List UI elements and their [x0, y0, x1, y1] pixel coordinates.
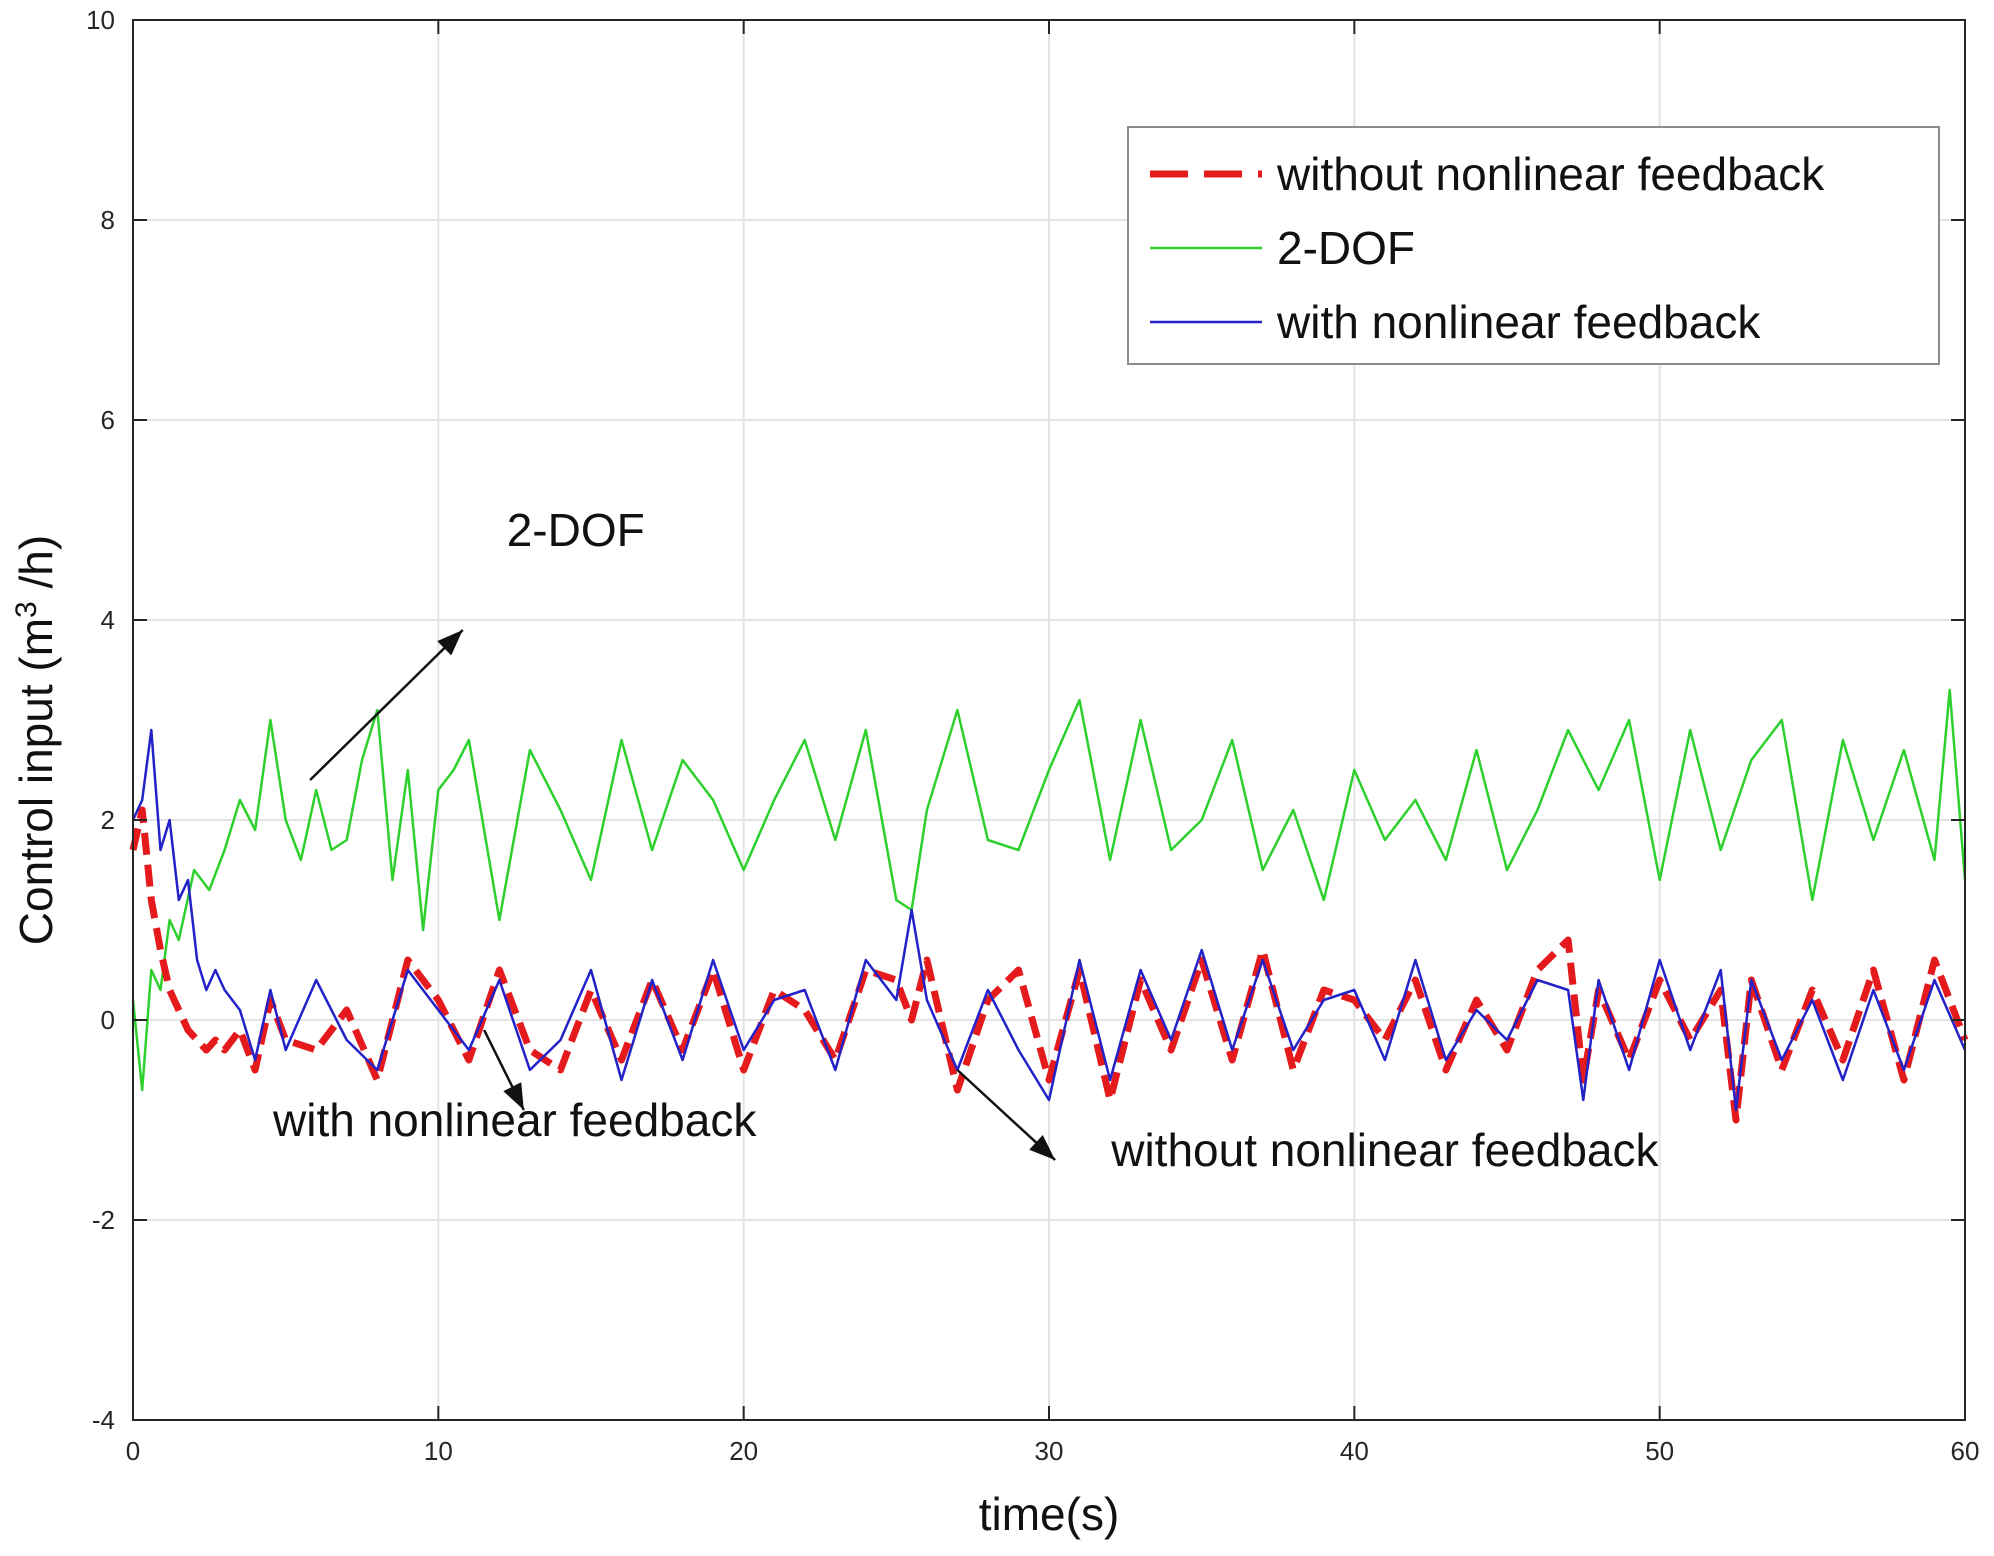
- axis-ticks: 0 10 20 30 40 50 60 -4 -2 0 2 4 6 8 10: [86, 5, 1979, 1466]
- y-axis-label-tail: /h): [10, 535, 62, 601]
- x-tick-label: 50: [1645, 1436, 1674, 1466]
- y-axis-label-superscript: 3: [10, 601, 43, 618]
- annotation-arrow-head: [437, 630, 463, 656]
- x-tick-label: 10: [424, 1436, 453, 1466]
- series-line-2-dof: [131, 688, 1967, 1092]
- x-tick-label: 0: [126, 1436, 140, 1466]
- annotation-label: with nonlinear feedback: [272, 1094, 757, 1146]
- x-axis-label: time(s): [979, 1488, 1120, 1540]
- y-axis-label: Control input (m3 /h): [10, 535, 63, 945]
- series-line-without-nonlinear-feedback: [129, 806, 1969, 1124]
- annotation-label: without nonlinear feedback: [1110, 1124, 1659, 1176]
- y-tick-label: 10: [86, 5, 115, 35]
- y-tick-label: 4: [101, 605, 115, 635]
- legend-label: with nonlinear feedback: [1276, 296, 1761, 348]
- x-tick-label: 20: [729, 1436, 758, 1466]
- series-line-with-nonlinear-feedback: [131, 728, 1967, 1112]
- y-tick-label: 8: [101, 205, 115, 235]
- legend: without nonlinear feedback 2-DOF with nonl…: [1127, 126, 1940, 365]
- x-tick-label: 40: [1340, 1436, 1369, 1466]
- annotation-arrow-head: [503, 1082, 524, 1110]
- y-tick-label: -4: [92, 1405, 115, 1435]
- annotation-arrow-line: [309, 629, 464, 781]
- legend-label: without nonlinear feedback: [1276, 148, 1825, 200]
- y-tick-label: 2: [101, 805, 115, 835]
- legend-box: [1127, 126, 1940, 365]
- y-axis-label-main: Control input (m: [10, 618, 62, 945]
- series-layer: [129, 688, 1969, 1124]
- annotation-label: 2-DOF: [507, 504, 645, 556]
- y-tick-label: -2: [92, 1205, 115, 1235]
- y-tick-label: 6: [101, 405, 115, 435]
- annotation-arrow-head: [1029, 1135, 1056, 1160]
- x-tick-label: 60: [1951, 1436, 1980, 1466]
- annotations: 2-DOF with nonlinear feedback without nonl…: [272, 504, 1659, 1176]
- x-tick-label: 30: [1035, 1436, 1064, 1466]
- y-tick-label: 0: [101, 1005, 115, 1035]
- legend-label: 2-DOF: [1277, 222, 1415, 274]
